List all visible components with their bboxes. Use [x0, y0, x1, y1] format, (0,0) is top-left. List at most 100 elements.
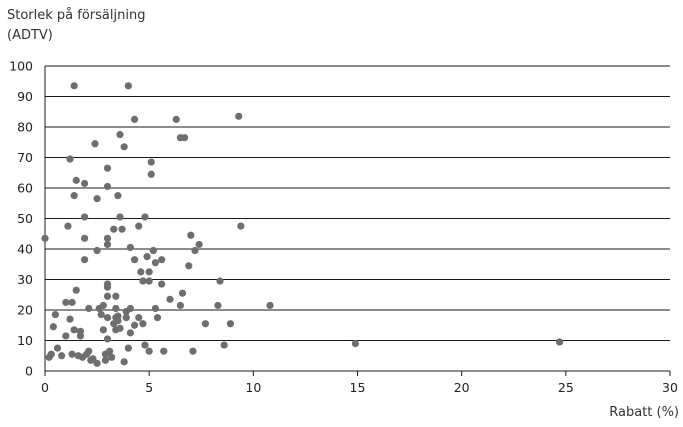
data-point	[185, 262, 193, 270]
data-point	[103, 182, 112, 191]
y-tick-label: 60	[17, 181, 33, 196]
data-point	[124, 344, 132, 352]
data-point	[201, 320, 210, 328]
x-tick-label: 5	[145, 380, 153, 395]
data-point	[103, 240, 112, 249]
data-point	[149, 246, 157, 255]
data-point	[114, 312, 122, 320]
data-point	[237, 222, 245, 230]
data-point	[99, 301, 107, 310]
data-point	[85, 304, 93, 313]
data-point	[158, 280, 166, 288]
y-axis-title-line-2: (ADTV)	[7, 28, 53, 43]
data-point	[145, 268, 153, 276]
data-point	[72, 286, 80, 294]
data-point	[195, 240, 203, 249]
data-point	[147, 170, 155, 178]
x-tick-label: 20	[454, 380, 470, 395]
data-point	[139, 320, 147, 328]
data-point	[187, 231, 195, 239]
y-tick-label: 10	[17, 333, 33, 348]
data-point	[122, 314, 130, 322]
x-tick-labels: 0 5 10 15 20 25 30	[41, 371, 678, 395]
data-point	[172, 115, 180, 123]
y-tick-label: 70	[17, 150, 33, 165]
data-point	[108, 353, 116, 361]
x-tick-label: 0	[41, 380, 49, 395]
data-point	[235, 112, 243, 120]
data-point	[80, 234, 89, 242]
data-point	[145, 347, 153, 355]
data-point	[266, 301, 274, 310]
data-point	[124, 82, 132, 90]
data-point	[93, 246, 101, 255]
data-point	[72, 176, 80, 184]
data-point	[116, 324, 124, 332]
data-point	[130, 256, 139, 264]
data-point	[103, 164, 112, 172]
data-point	[116, 213, 124, 221]
data-point	[62, 298, 70, 306]
data-point	[214, 301, 222, 310]
data-point	[351, 339, 360, 348]
data-point	[114, 192, 122, 200]
data-point	[135, 314, 143, 322]
y-tick-label: 90	[17, 89, 33, 104]
y-tick-labels: 0 10 20 30 40 50 60 70 80 90 100	[9, 59, 33, 379]
data-point	[70, 82, 78, 90]
data-point	[176, 301, 185, 310]
y-tick-label: 100	[9, 59, 33, 74]
data-point	[66, 315, 74, 323]
data-point	[68, 350, 76, 358]
data-point	[66, 155, 74, 163]
data-point	[103, 292, 112, 300]
data-point	[145, 277, 153, 285]
y-tick-label: 30	[17, 272, 33, 287]
data-point	[105, 347, 114, 355]
data-point	[226, 320, 235, 328]
data-point	[80, 256, 89, 264]
data-point	[51, 310, 60, 319]
data-points	[41, 82, 564, 367]
x-tick-label: 10	[245, 380, 261, 395]
data-point	[151, 259, 160, 267]
data-point	[116, 131, 124, 139]
data-point	[101, 356, 110, 364]
data-point	[64, 222, 72, 230]
data-point	[166, 295, 174, 303]
y-axis-title-line-1: Storlek på försäljning	[7, 8, 146, 23]
data-point	[130, 321, 139, 329]
data-point	[160, 347, 168, 355]
data-point	[41, 234, 49, 242]
data-point	[120, 143, 128, 151]
data-point	[62, 332, 70, 340]
data-point	[143, 253, 151, 261]
data-point	[58, 352, 66, 360]
data-point	[89, 355, 97, 363]
data-point	[70, 326, 78, 334]
data-point	[126, 243, 135, 252]
data-point	[120, 358, 128, 366]
data-point	[216, 277, 224, 285]
data-point	[220, 341, 228, 349]
data-point	[141, 341, 149, 349]
data-point	[80, 179, 89, 188]
data-point	[147, 158, 155, 166]
data-point	[53, 344, 62, 352]
data-point	[112, 292, 120, 300]
data-point	[151, 304, 160, 313]
data-point	[103, 280, 112, 288]
y-tick-label: 40	[17, 242, 33, 257]
data-point	[112, 304, 120, 313]
data-point	[97, 310, 105, 319]
y-tick-label: 20	[17, 303, 33, 318]
data-point	[178, 289, 187, 297]
data-point	[93, 195, 101, 203]
data-point	[126, 329, 135, 337]
data-point	[110, 225, 118, 233]
data-point	[93, 359, 101, 367]
data-point	[118, 225, 126, 233]
data-point	[555, 338, 564, 346]
data-point	[99, 326, 107, 334]
